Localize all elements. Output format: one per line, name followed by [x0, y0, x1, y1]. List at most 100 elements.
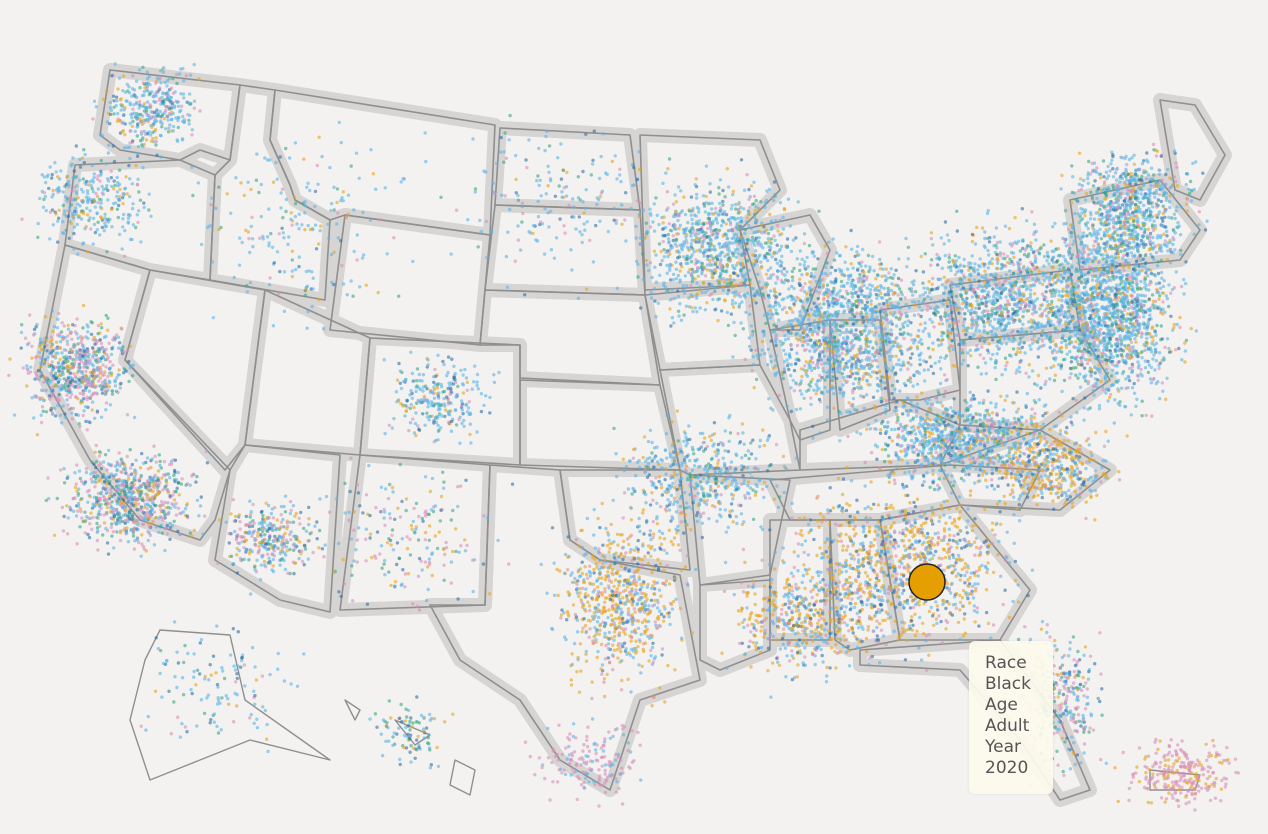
population-dot [584, 587, 588, 591]
population-dot [603, 596, 608, 600]
population-dot [216, 561, 220, 565]
population-dot [622, 539, 626, 543]
population-dot [644, 258, 648, 263]
population-dot [606, 646, 611, 651]
population-dot [847, 401, 851, 405]
population-dot [780, 254, 784, 258]
population-dot [883, 327, 887, 331]
population-dot [36, 221, 40, 226]
population-dot [818, 431, 822, 435]
population-dot [198, 504, 203, 508]
population-dot [166, 130, 171, 134]
population-dot [138, 120, 142, 124]
population-dot [613, 617, 618, 621]
population-dot [570, 662, 574, 667]
population-dot [97, 496, 101, 501]
population-dot [120, 104, 124, 109]
population-dot [159, 81, 163, 85]
population-dot [95, 360, 99, 364]
population-dot [754, 198, 758, 203]
population-dot [107, 341, 111, 345]
population-dot [597, 632, 601, 636]
population-dot [123, 187, 127, 191]
population-dot [707, 235, 712, 239]
population-dot [68, 506, 73, 511]
population-dot [651, 584, 655, 588]
population-dot [653, 620, 657, 624]
population-dot [698, 249, 703, 254]
population-dot [666, 206, 670, 210]
population-dot [90, 321, 94, 325]
population-dot [732, 320, 736, 325]
population-dot [128, 213, 132, 218]
population-dot [146, 521, 150, 525]
population-dot [817, 290, 821, 295]
population-dot [628, 653, 633, 657]
population-dot [798, 277, 802, 281]
population-dot [646, 551, 650, 555]
population-dot [962, 257, 966, 262]
population-dot [684, 304, 689, 308]
population-dot [218, 518, 222, 522]
population-dot [114, 95, 119, 99]
population-dot [135, 95, 139, 100]
population-dot [88, 216, 92, 220]
population-dot [636, 275, 640, 279]
population-dot [652, 657, 657, 661]
population-dot [127, 510, 132, 514]
population-dot [706, 216, 710, 221]
population-dot [119, 500, 124, 504]
population-dot [669, 324, 673, 328]
population-dot [886, 420, 890, 424]
population-dot [88, 522, 92, 526]
population-dot [107, 475, 111, 479]
population-dot [126, 477, 131, 481]
population-dot [137, 106, 141, 110]
population-dot [774, 281, 778, 285]
population-dot [640, 563, 644, 567]
population-dot [107, 482, 112, 486]
population-dot [65, 342, 70, 346]
population-dot [90, 400, 95, 404]
population-dot [82, 349, 87, 353]
population-dot [690, 279, 695, 284]
population-dot [152, 495, 156, 500]
population-dot [654, 315, 658, 319]
population-dot [695, 269, 699, 273]
population-dot [818, 302, 822, 306]
population-dot [95, 228, 100, 232]
population-dot [233, 514, 238, 519]
population-dot [569, 678, 573, 682]
population-dot [746, 291, 750, 295]
population-dot [746, 238, 750, 242]
population-dot [270, 552, 274, 556]
population-dot [626, 677, 630, 681]
population-dot [143, 86, 147, 90]
population-dot [638, 236, 643, 240]
population-dot [195, 498, 200, 502]
population-dot [182, 96, 186, 100]
population-dot [597, 547, 601, 551]
population-dot [926, 294, 930, 299]
population-dot [132, 93, 137, 97]
population-dot [163, 513, 167, 517]
population-dot [266, 516, 270, 521]
population-dot [661, 239, 665, 244]
population-dot [91, 502, 95, 506]
population-dot [103, 212, 107, 216]
population-dot [67, 183, 71, 187]
population-dot [94, 460, 99, 464]
population-dot [922, 379, 927, 383]
population-dot [122, 108, 126, 112]
population-dot [184, 73, 188, 78]
population-dot [931, 341, 935, 345]
population-dot [147, 531, 152, 535]
population-dot [289, 538, 293, 542]
population-dot [250, 534, 254, 538]
population-dot [118, 187, 122, 192]
population-dot [139, 473, 143, 478]
population-dot [823, 244, 827, 248]
population-dot [632, 607, 637, 611]
population-dot [771, 312, 775, 317]
